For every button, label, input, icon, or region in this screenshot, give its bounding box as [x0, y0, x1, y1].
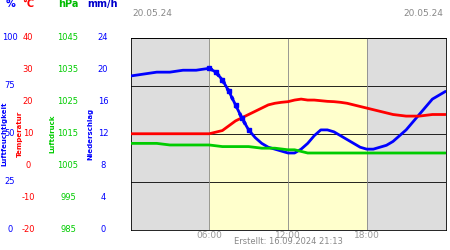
Text: 20: 20: [98, 65, 108, 74]
Text: 0: 0: [7, 226, 13, 234]
Text: 995: 995: [60, 194, 76, 202]
Text: 10: 10: [23, 129, 33, 138]
Text: %: %: [5, 0, 15, 9]
Bar: [130, 38, 209, 230]
Text: 0: 0: [25, 161, 31, 170]
Text: 75: 75: [4, 81, 15, 90]
Text: 30: 30: [22, 65, 33, 74]
Text: 985: 985: [60, 226, 76, 234]
Text: 8: 8: [100, 161, 106, 170]
Text: 20.05.24: 20.05.24: [404, 8, 444, 18]
Bar: [367, 38, 446, 230]
Text: Luftfeuchtigkeit: Luftfeuchtigkeit: [1, 102, 7, 166]
Text: 1025: 1025: [58, 97, 78, 106]
Text: 24: 24: [98, 33, 108, 42]
Text: 1045: 1045: [58, 33, 78, 42]
Text: -10: -10: [21, 194, 35, 202]
Text: 1005: 1005: [58, 161, 78, 170]
Text: 1035: 1035: [58, 65, 79, 74]
Text: Temperatur: Temperatur: [17, 110, 23, 157]
Text: 16: 16: [98, 97, 108, 106]
Text: Erstellt: 16.09.2024 21:13: Erstellt: 16.09.2024 21:13: [234, 238, 342, 246]
Text: °C: °C: [22, 0, 34, 9]
Text: 4: 4: [100, 194, 106, 202]
Text: Luftdruck: Luftdruck: [49, 114, 55, 153]
Text: mm/h: mm/h: [88, 0, 118, 9]
Text: 50: 50: [5, 129, 15, 138]
Text: 20: 20: [23, 97, 33, 106]
Text: 1015: 1015: [58, 129, 78, 138]
Bar: [209, 38, 367, 230]
Text: -20: -20: [21, 226, 35, 234]
Text: hPa: hPa: [58, 0, 78, 9]
Text: 20.05.24: 20.05.24: [132, 8, 172, 18]
Text: 100: 100: [2, 33, 18, 42]
Text: 0: 0: [100, 226, 106, 234]
Text: 40: 40: [23, 33, 33, 42]
Text: 25: 25: [5, 178, 15, 186]
Text: Niederschlag: Niederschlag: [87, 108, 93, 160]
Text: 12: 12: [98, 129, 108, 138]
